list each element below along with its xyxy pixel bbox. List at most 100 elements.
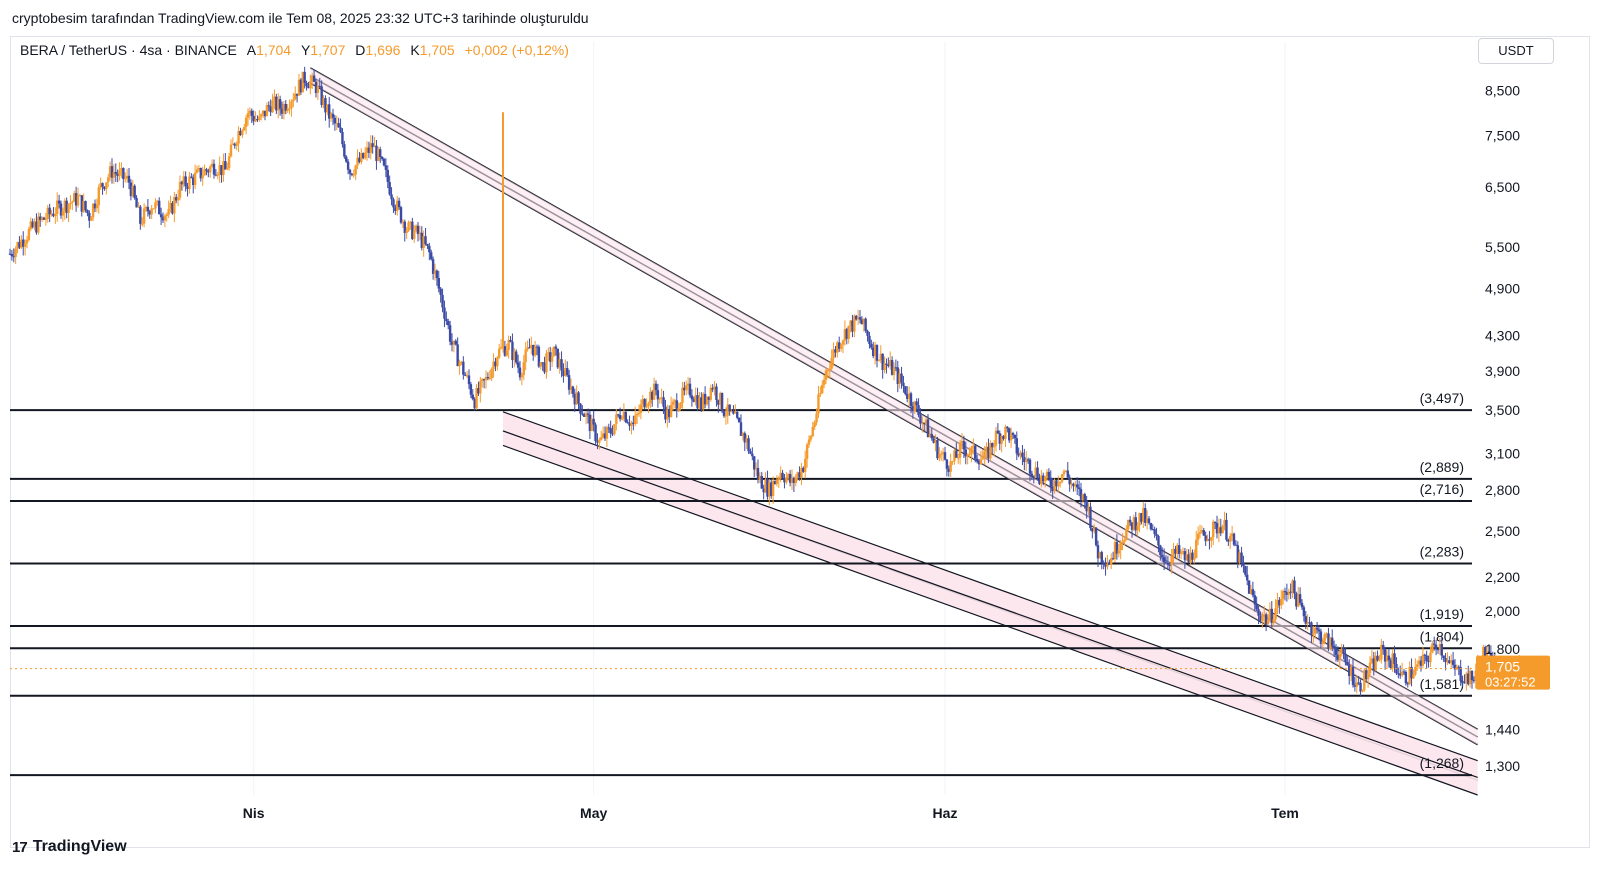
candle-body [369,143,372,153]
candle-body [1380,644,1383,660]
currency-button[interactable]: USDT [1478,38,1554,64]
candle-body [450,341,454,345]
candle-body [681,387,684,404]
candle-body [1276,599,1279,609]
candle-body [382,158,386,166]
candle-body [955,450,958,458]
candle-body [940,453,943,455]
candle-body [320,86,323,105]
candle-body [1002,435,1005,439]
candle-body [928,433,932,438]
candle-body [571,386,575,394]
candle-body [524,349,527,363]
candle-body [1028,459,1032,474]
candle-body [69,202,72,205]
candle-body [581,413,584,415]
candle-body [666,409,669,420]
candle-body [817,394,820,414]
close-value: 1,705 [419,42,455,58]
candle-body [996,430,1000,434]
candle-body [941,452,945,454]
candle-body [1404,672,1408,684]
candle-body [762,488,765,493]
candle-body [252,115,255,122]
candle-body [1291,580,1294,594]
candle-body [564,368,567,376]
candle-body [1355,682,1358,687]
candle-body [363,152,367,159]
candle-body [951,461,954,463]
candle-body [1149,522,1153,530]
candle-body [683,387,686,391]
candle-body [335,123,338,125]
candle-body [533,346,537,356]
candle-body [163,215,167,221]
candle-body [1134,517,1137,531]
candle-body [611,433,614,435]
candle-body [1140,513,1143,522]
candle-body [246,113,250,118]
candle-body [686,383,690,386]
candle-body [1238,552,1241,563]
candle-body [479,381,482,394]
candle-body [707,396,711,400]
candle-body [1451,660,1455,665]
candle-body [1272,619,1275,624]
candle-body [1489,653,1493,657]
candle-body [1402,671,1406,673]
candle-body [256,119,259,121]
candle-body [95,205,99,209]
candle-body [770,482,773,496]
candle-body [265,105,269,117]
candle-body [250,110,253,116]
candle-body [150,208,153,215]
candle-body [694,395,697,402]
candle-body [1472,680,1476,682]
candle-body [74,193,78,206]
candle-body [61,211,65,216]
candle-body [781,472,784,479]
candle-body [1249,589,1253,594]
candle-body [796,472,799,478]
candle-body [1317,629,1321,632]
candle-body [992,445,996,448]
candle-body [560,359,563,371]
y-tick-label: 2,200 [1485,569,1520,585]
candle-body [947,468,950,472]
candle-body [1414,666,1417,675]
candle-body [1289,591,1292,594]
candle-body [275,96,278,111]
candle-body [1427,660,1430,663]
candle-body [1348,665,1351,676]
candle-body [358,157,361,163]
candle-body [294,93,297,100]
candle-body [1196,533,1200,540]
candle-body [664,406,667,420]
candle-body [649,391,652,404]
candle-body [1161,554,1164,558]
candle-body [1304,616,1307,624]
candle-body [1487,651,1491,654]
candle-body [114,171,117,174]
candle-body [605,427,609,439]
level-label: (2,283) [1420,544,1464,560]
candle-body [469,384,473,395]
candle-body [169,202,172,209]
candle-body [766,479,769,497]
candle-body [76,195,80,206]
candle-body [82,201,85,212]
candle-body [511,341,514,361]
candle-body [352,174,355,176]
candle-body [1315,627,1319,630]
candle-body [530,344,533,349]
candle-body [307,86,310,89]
candle-body [286,108,289,111]
candle-body [1125,529,1128,540]
candle-body [675,400,678,411]
candle-body [998,433,1001,444]
candle-body [1268,608,1272,621]
candle-body [243,126,246,131]
candle-body [475,388,478,409]
candle-body [443,307,446,319]
